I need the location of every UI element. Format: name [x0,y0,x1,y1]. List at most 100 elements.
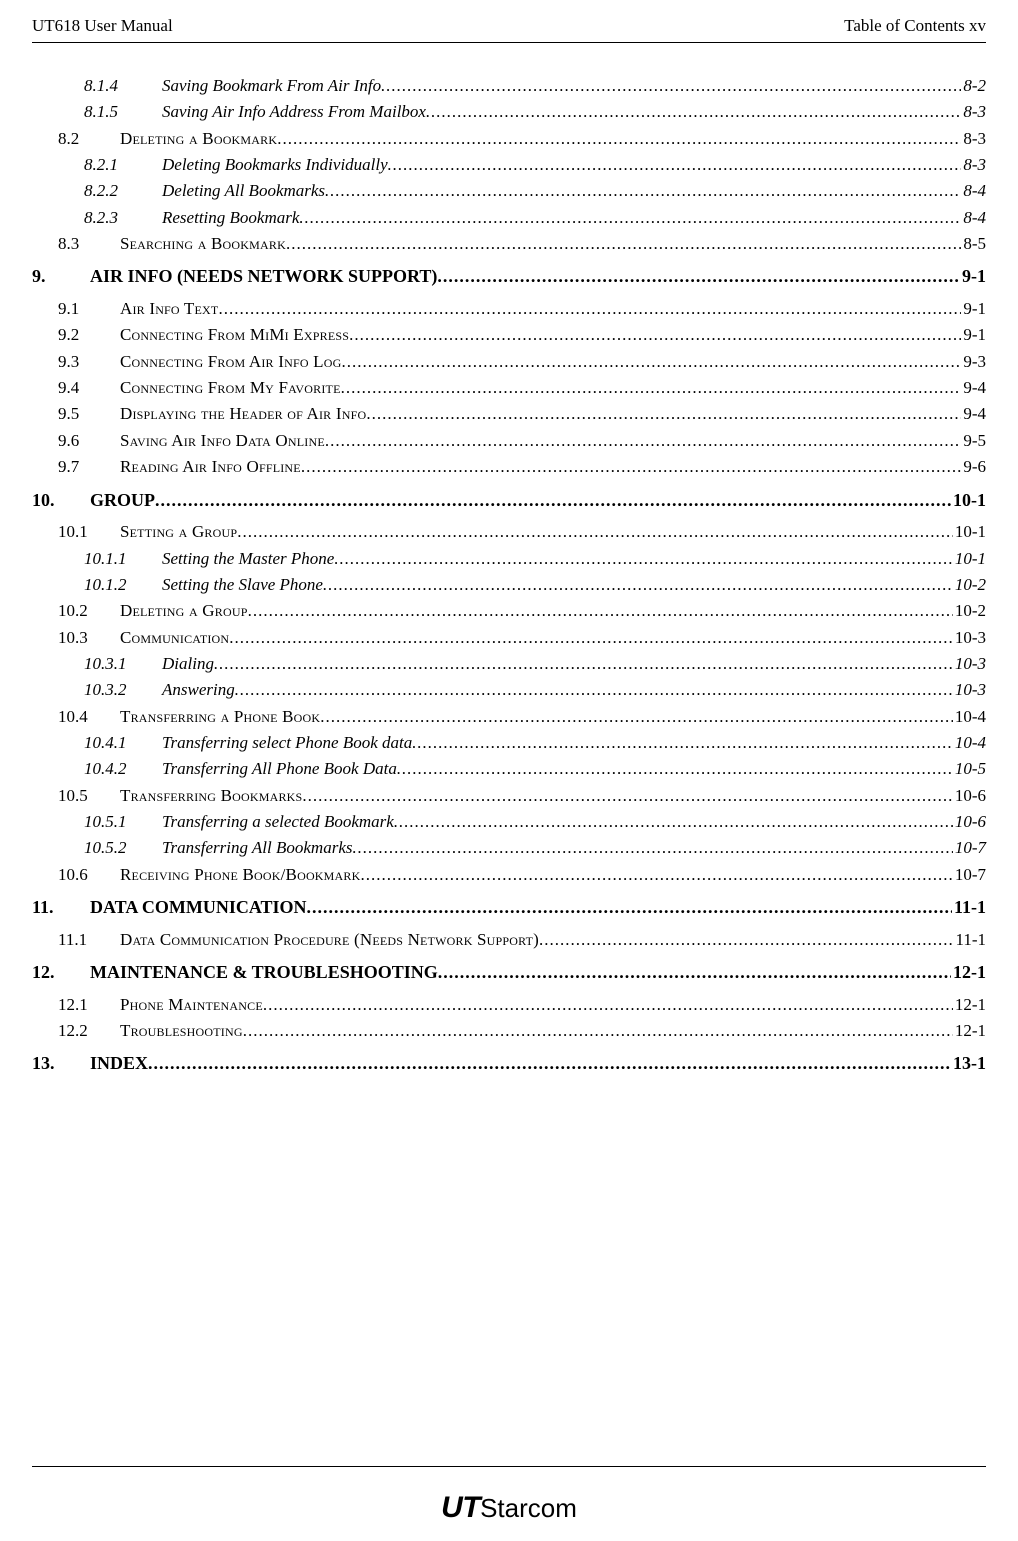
toc-number: 10.1 [58,519,114,545]
toc-title: Data Communication Procedure (Needs Netw… [114,927,539,953]
toc-entry: 8.2Deleting a Bookmark8-3 [32,126,986,152]
toc-number: 8.2 [58,126,114,152]
toc-title: Receiving Phone Book/Bookmark [114,862,360,888]
logo-ut: UT [441,1491,480,1524]
toc-entry: 9.3Connecting From Air Info Log9-3 [32,349,986,375]
toc-leader [214,651,953,677]
toc-leader [229,625,953,651]
toc-page: 10-3 [953,677,986,703]
toc-number: 10. [32,481,84,520]
toc-title: Transferring All Phone Book Data [156,756,397,782]
toc-number: 10.6 [58,862,114,888]
toc-entry: 8.3Searching a Bookmark8-5 [32,231,986,257]
toc-number: 10.1.1 [84,546,156,572]
toc-page: 13-1 [951,1044,986,1083]
toc-title: Transferring a selected Bookmark [156,809,394,835]
toc-page: 10-3 [953,651,986,677]
toc-leader [349,322,961,348]
toc-number: 10.3.1 [84,651,156,677]
toc-page: 12-1 [953,1018,986,1044]
toc-page: 9-6 [961,454,986,480]
toc-page: 9-4 [961,401,986,427]
toc-title: Deleting All Bookmarks [156,178,325,204]
toc-page: 10-6 [953,809,986,835]
toc-leader [438,953,951,992]
toc-leader [325,428,961,454]
toc-title: Connecting From My Favorite [114,375,341,401]
toc-leader [341,349,961,375]
toc-page: 9-4 [961,375,986,401]
toc-number: 10.4.2 [84,756,156,782]
utstarcom-logo: UTStarcom [441,1491,577,1525]
toc-title: Transferring select Phone Book data [156,730,412,756]
header-left: UT618 User Manual [32,16,173,36]
toc-page: 9-5 [961,428,986,454]
toc-leader [277,126,961,152]
toc-page: 8-4 [961,205,986,231]
toc-page: 8-3 [961,126,986,152]
toc-leader [412,730,953,756]
toc-entry: 11.1Data Communication Procedure (Needs … [32,927,986,953]
toc-number: 10.1.2 [84,572,156,598]
toc-leader [325,178,961,204]
toc-number: 9.5 [58,401,114,427]
toc-leader [286,231,961,257]
toc-page: 10-5 [953,756,986,782]
toc-number: 10.4 [58,704,114,730]
toc-entry: 8.2.3Resetting Bookmark8-4 [32,205,986,231]
toc-number: 8.1.5 [84,99,156,125]
toc-title: Transferring All Bookmarks [156,835,352,861]
toc-entry: 10.5.2Transferring All Bookmarks10-7 [32,835,986,861]
toc-number: 9.1 [58,296,114,322]
toc-number: 9.6 [58,428,114,454]
toc-entry: 12.1Phone Maintenance12-1 [32,992,986,1018]
toc-number: 9. [32,257,84,296]
toc-title: Saving Air Info Address From Mailbox [156,99,426,125]
toc-page: 10-4 [953,730,986,756]
toc-entry: 8.2.1Deleting Bookmarks Individually8-3 [32,152,986,178]
toc-page: 10-4 [953,704,986,730]
toc-entry: 10.1.2Setting the Slave Phone10-2 [32,572,986,598]
toc-entry: 8.1.5Saving Air Info Address From Mailbo… [32,99,986,125]
toc-page: 10-7 [953,835,986,861]
toc-number: 9.4 [58,375,114,401]
toc-leader [301,454,961,480]
toc-leader [539,927,953,953]
toc-page: 10-7 [953,862,986,888]
toc-leader [248,598,953,624]
toc-title: Setting the Slave Phone [156,572,323,598]
toc-page: 8-4 [961,178,986,204]
toc-leader [299,205,961,231]
toc-title: Saving Air Info Data Online [114,428,325,454]
toc-title: GROUP [84,481,155,520]
toc-entry: 9.1Air Info Text9-1 [32,296,986,322]
toc-number: 12.1 [58,992,114,1018]
logo-tail: Starcom [480,1493,577,1523]
toc-page: 8-2 [961,73,986,99]
toc-number: 11.1 [58,927,114,953]
toc-title: DATA COMMUNICATION [84,888,307,927]
toc-entry: 9.6Saving Air Info Data Online 9-5 [32,428,986,454]
toc-title: Phone Maintenance [114,992,263,1018]
toc-title: Reading Air Info Offline [114,454,301,480]
toc-title: Air Info Text [114,296,218,322]
toc-number: 10.2 [58,598,114,624]
toc-title: Transferring a Phone Book [114,704,320,730]
toc-page: 10-1 [951,481,986,520]
toc-entry: 10.5Transferring Bookmarks10-6 [32,783,986,809]
toc-title: Communication [114,625,229,651]
toc-leader [243,1018,953,1044]
toc-leader [320,704,953,730]
toc-title: INDEX [84,1044,148,1083]
toc-title: Setting the Master Phone [156,546,334,572]
toc-entry: 10.GROUP 10-1 [32,481,986,520]
toc-page: 9-3 [961,349,986,375]
toc-page: 8-5 [961,231,986,257]
toc-number: 8.2.2 [84,178,156,204]
header-right: Table of Contents xv [844,16,986,36]
toc-entry: 13.INDEX13-1 [32,1044,986,1083]
toc-title: Troubleshooting [114,1018,243,1044]
toc-leader [366,401,961,427]
toc-page: 11-1 [953,927,986,953]
toc-number: 9.7 [58,454,114,480]
